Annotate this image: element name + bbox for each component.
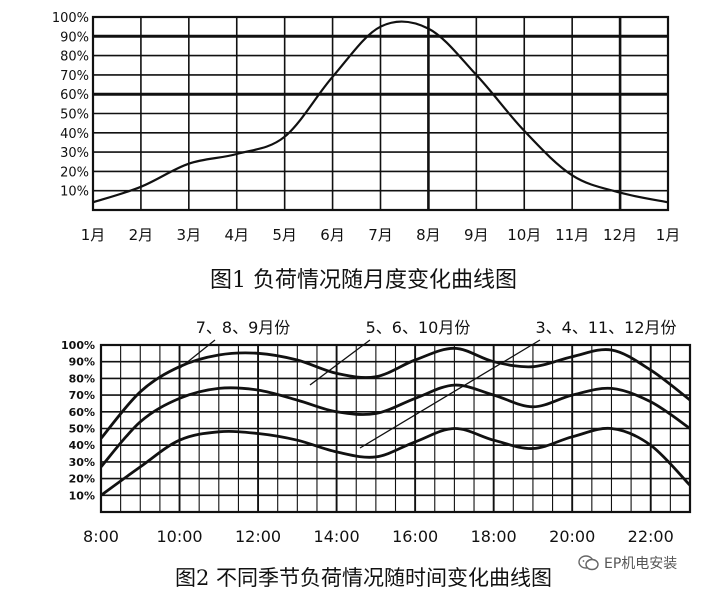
- chart-monthly-svg: 10% 20% 30% 40% 50% 60% 70% 80% 90% 100% 1月 2月 3月 4月 5…: [52, 11, 681, 244]
- series-line-3: [100, 426, 692, 497]
- x-tick-label: 16:00: [392, 527, 438, 546]
- y-tick-label: 70%: [69, 389, 95, 402]
- x-tick-label: 20:00: [549, 527, 595, 546]
- y-tick-label: 40%: [60, 127, 89, 142]
- x-tick-label: 4月: [224, 226, 249, 244]
- x-tick-label: 12月: [603, 226, 637, 244]
- x-tick-label: 11月: [555, 226, 589, 244]
- figure1-caption: 图1 负荷情况随月度变化曲线图: [210, 268, 517, 293]
- y-tick-label: 70%: [60, 69, 89, 84]
- x-tick-label: 10:00: [156, 527, 202, 546]
- x-tick-label: 8:00: [83, 527, 119, 546]
- x-tick-label: 8月: [416, 226, 441, 244]
- x-tick-label: 6月: [320, 226, 345, 244]
- y-tick-label: 30%: [60, 146, 89, 161]
- legend-label: 7、8、9月份: [196, 318, 291, 337]
- y-tick-label: 10%: [60, 185, 89, 200]
- x-tick-label: 3月: [177, 226, 202, 244]
- legend-leader-line: [309, 339, 371, 386]
- chart-monthly-load: 10% 20% 30% 40% 50% 60% 70% 80% 90% 100% 1月 2月 3月 4月 5…: [52, 11, 681, 244]
- x-tick-label: 7月: [368, 226, 393, 244]
- y-tick-label: 100%: [61, 339, 95, 352]
- watermark-text: EP机电安装: [604, 556, 678, 572]
- series-line-2: [99, 383, 691, 468]
- legend-label: 3、4、11、12月份: [535, 318, 676, 337]
- x-tick-label: 12:00: [235, 527, 281, 546]
- y-tick-label: 90%: [60, 30, 89, 45]
- y-tick-label: 50%: [60, 108, 89, 123]
- x-tick-label: 22:00: [628, 527, 674, 546]
- x-tick-label: 10月: [507, 226, 541, 244]
- chart-seasonal-svg: 10% 20% 30% 40% 50% 60% 70% 80% 90% 100% 8:00 10:00…: [61, 318, 692, 546]
- y-tick-label: 40%: [69, 439, 95, 452]
- x-tick-label: 18:00: [471, 527, 517, 546]
- plot-frame: [99, 343, 692, 514]
- x-tick-label: 1月: [656, 226, 681, 244]
- x-tick-label: 5月: [272, 226, 297, 244]
- y-tick-label: 80%: [69, 372, 95, 385]
- series-line: [92, 20, 669, 204]
- chart-seasonal-load: 10% 20% 30% 40% 50% 60% 70% 80% 90% 100% 8:00 10:00…: [0, 300, 727, 596]
- y-tick-label: 60%: [69, 406, 95, 419]
- x-tick-label: 9月: [464, 226, 489, 244]
- plot-frame: [91, 15, 670, 212]
- x-tick-label: 2月: [129, 226, 154, 244]
- series-line-1: [99, 346, 691, 440]
- y-tick-label: 90%: [69, 356, 95, 369]
- y-tick-label: 20%: [69, 473, 95, 486]
- y-tick-label: 10%: [69, 489, 95, 502]
- legend-leader-line: [179, 339, 216, 369]
- wechat-icon: [578, 555, 600, 571]
- watermark: EP机电安装: [578, 553, 677, 573]
- x-tick-label: 1月: [81, 226, 106, 244]
- y-tick-label: 100%: [52, 11, 89, 26]
- legend-label: 5、6、10月份: [366, 318, 471, 337]
- legend-leader-line: [359, 339, 541, 449]
- figure2-caption: 图2 不同季节负荷情况随时间变化曲线图: [174, 566, 553, 590]
- y-tick-label: 80%: [60, 50, 89, 65]
- x-tick-label: 14:00: [314, 527, 360, 546]
- y-tick-label: 30%: [69, 456, 95, 469]
- y-tick-label: 60%: [60, 88, 89, 103]
- y-tick-label: 50%: [69, 423, 95, 436]
- y-tick-label: 20%: [60, 165, 89, 180]
